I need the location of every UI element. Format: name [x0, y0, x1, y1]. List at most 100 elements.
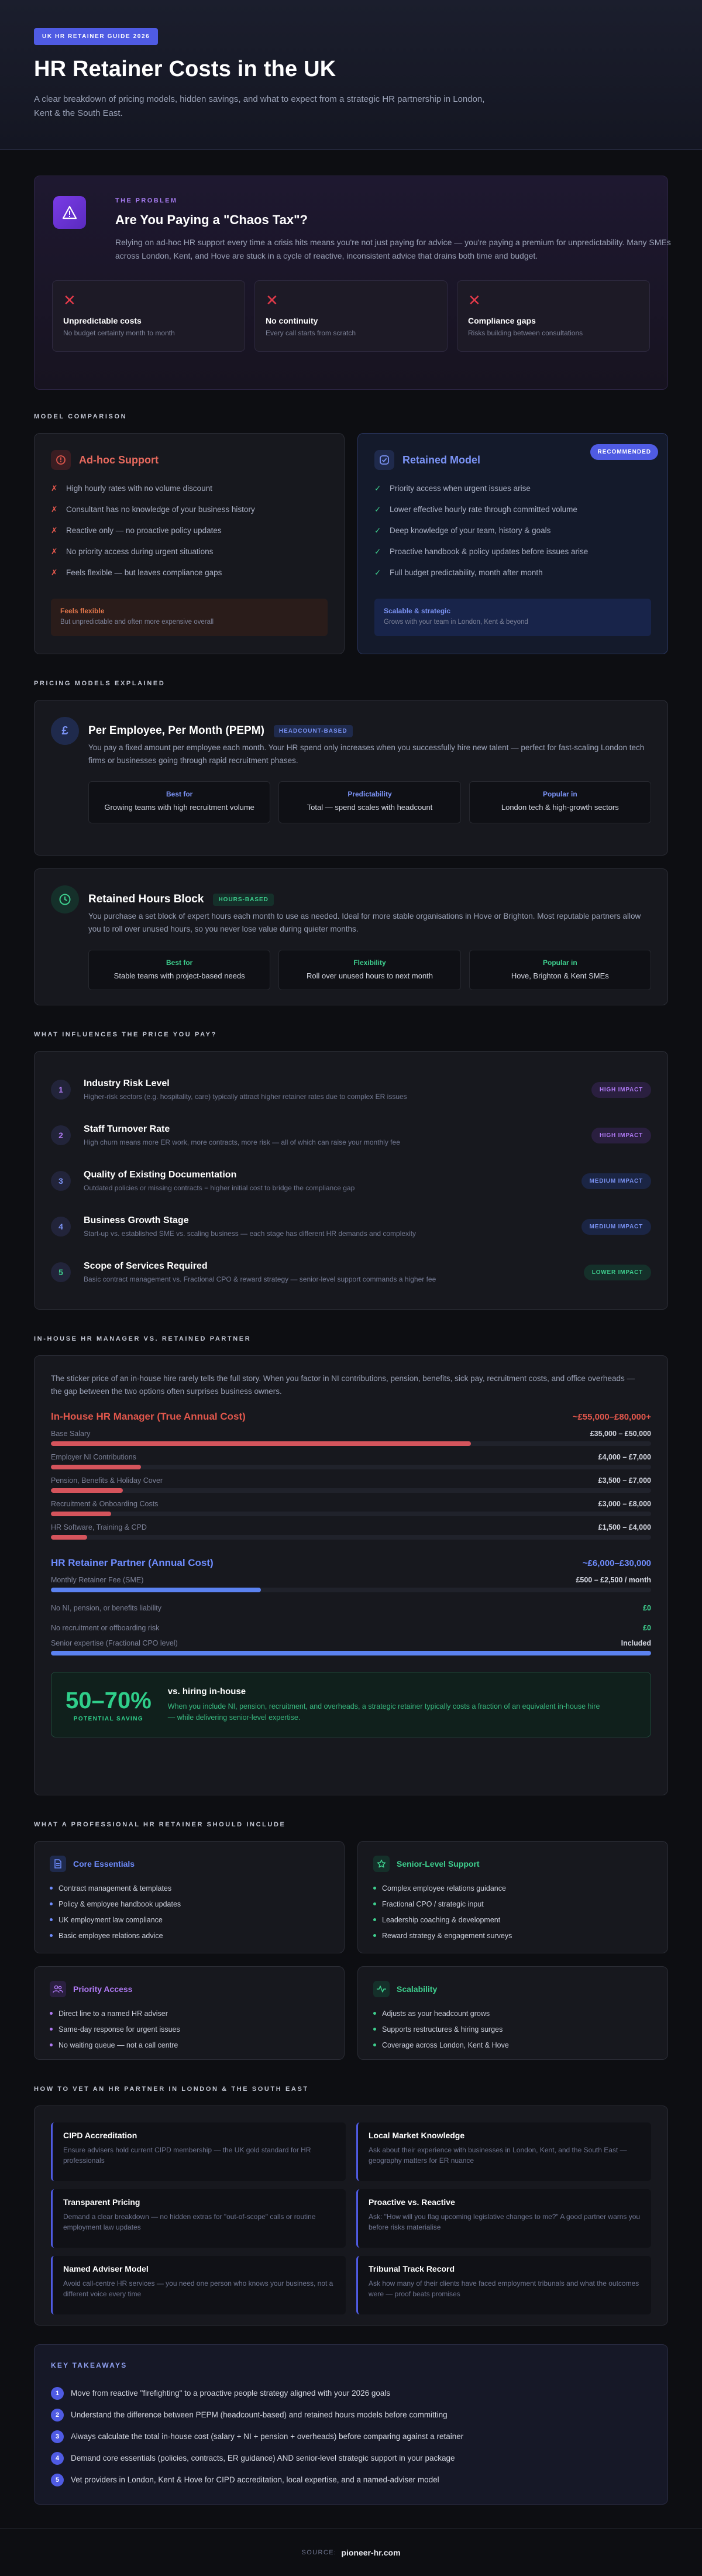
include-item: Leadership coaching & development — [373, 1912, 652, 1928]
cross-icon: ✗ — [51, 547, 58, 556]
cross-icon: ✕ — [63, 291, 76, 309]
cost-line: Employer NI Contributions £4,000 – £7,000 — [51, 1453, 651, 1469]
impact-badge: MEDIUM IMPACT — [581, 1173, 651, 1189]
cost-line: No recruitment or offboarding risk £0 — [51, 1624, 651, 1632]
include-item: Same-day response for urgent issues — [50, 2021, 329, 2037]
cost-line-value: £0 — [643, 1624, 651, 1632]
adhoc-item: ✗ No priority access during urgent situat… — [51, 547, 214, 556]
pepm-cell: Predictability Total — spend scales with … — [278, 781, 461, 823]
takeaway-item: 3 Always calculate the total in-house cos… — [51, 2426, 651, 2447]
source-link[interactable]: pioneer-hr.com — [341, 2547, 401, 2557]
cost-line-label: Monthly Retainer Fee (SME) — [51, 1576, 144, 1584]
takeaways-label: KEY TAKEAWAYS — [51, 2361, 128, 2369]
activity-icon — [373, 1981, 390, 1997]
guide-badge: UK HR RETAINER GUIDE 2026 — [34, 28, 159, 45]
footer: SOURCE: pioneer-hr.com — [0, 2528, 702, 2576]
takeaway-item: 1 Move from reactive "firefighting" to a … — [51, 2382, 651, 2404]
problem-item: ✕ No continuity Every call starts from s… — [254, 280, 448, 352]
factor-row: 5 Scope of Services Required Basic contra… — [51, 1249, 651, 1295]
cost-line-value: £3,500 – £7,000 — [598, 1476, 651, 1485]
cost-bar — [51, 1488, 651, 1493]
saving-sub: When you include NI, pension, recruitmen… — [167, 1702, 600, 1722]
include-item: Direct line to a named HR adviser — [50, 2005, 329, 2021]
saving-title: vs. hiring in-house — [167, 1686, 246, 1696]
adhoc-title: Ad-hoc Support — [79, 454, 159, 466]
cost-bar — [51, 1441, 651, 1446]
inhouse-card: The sticker price of an in-house hire ra… — [34, 1355, 668, 1795]
takeaway-item: 4 Demand core essentials (policies, contr… — [51, 2447, 651, 2469]
include-item: Adjusts as your headcount grows — [373, 2005, 652, 2021]
include-item: Reward strategy & engagement surveys — [373, 1928, 652, 1943]
page-subtitle: A clear breakdown of pricing models, hid… — [34, 94, 485, 118]
inhouse-description: The sticker price of an in-house hire ra… — [51, 1374, 635, 1396]
cost-line-label: Recruitment & Onboarding Costs — [51, 1500, 159, 1508]
pound-icon: £ — [51, 717, 79, 745]
check-icon: ✓ — [374, 484, 381, 493]
cost-bar — [51, 1465, 651, 1469]
cost-line: HR Software, Training & CPD £1,500 – £4,0… — [51, 1523, 651, 1540]
retained-item: ✓ Full budget predictability, month after… — [374, 568, 543, 577]
section-label-include: WHAT A PROFESSIONAL HR RETAINER SHOULD I… — [34, 1821, 286, 1828]
partner-range: ~£6,000–£30,000 — [582, 1558, 651, 1568]
retained-title: Retained Model — [402, 454, 481, 466]
vet-item: Proactive vs. Reactive Ask: "How will you… — [356, 2189, 651, 2248]
cost-line-label: Base Salary — [51, 1430, 91, 1438]
cost-line: Recruitment & Onboarding Costs £3,000 – £… — [51, 1500, 651, 1516]
warning-icon — [53, 196, 86, 229]
page-title: HR Retainer Costs in the UK — [34, 57, 336, 81]
section-label-comparison: MODEL COMPARISON — [34, 413, 128, 420]
vet-item: CIPD Accreditation Ensure advisers hold c… — [51, 2122, 346, 2181]
inhouse-title: In-House HR Manager (True Annual Cost) — [51, 1411, 246, 1422]
recommended-badge: RECOMMENDED — [590, 444, 658, 460]
saving-label: POTENTIAL SAVING — [73, 1715, 144, 1722]
cost-line-value: £500 – £2,500 / month — [576, 1576, 651, 1584]
hours-description: You purchase a set block of expert hours… — [88, 912, 641, 933]
retained-summary: Scalable & strategic Grows with your tea… — [374, 599, 651, 636]
impact-badge: HIGH IMPACT — [591, 1081, 651, 1098]
pepm-title: Per Employee, Per Month (PEPM) — [88, 724, 264, 737]
problem-item-sub: Every call starts from scratch — [266, 329, 356, 337]
problem-title: Are You Paying a "Chaos Tax"? — [115, 212, 308, 227]
cross-icon: ✗ — [51, 505, 58, 514]
check-badge-icon — [374, 450, 394, 470]
cost-bar — [51, 1588, 651, 1592]
vet-item: Transparent Pricing Demand a clear breakd… — [51, 2189, 346, 2248]
cost-line-label: Senior expertise (Fractional CPO level) — [51, 1639, 178, 1647]
factor-row: 4 Business Growth Stage Start-up vs. esta… — [51, 1204, 651, 1249]
impact-badge: LOWER IMPACT — [583, 1264, 651, 1280]
source-label: SOURCE: — [301, 2548, 337, 2556]
hours-title: Retained Hours Block — [88, 893, 204, 905]
retained-item: ✓ Deep knowledge of your team, history & … — [374, 526, 551, 535]
include-card-core: Core Essentials Contract management & te… — [34, 1841, 345, 1953]
section-label-inhouse: IN-HOUSE HR MANAGER VS. RETAINED PARTNER — [34, 1335, 252, 1342]
hours-cell: Popular in Hove, Brighton & Kent SMEs — [469, 950, 651, 990]
cost-line-value: £4,000 – £7,000 — [598, 1453, 651, 1461]
cost-line: Monthly Retainer Fee (SME) £500 – £2,500 … — [51, 1576, 651, 1592]
cost-line-value: £35,000 – £50,000 — [590, 1430, 651, 1438]
cost-line-label: Employer NI Contributions — [51, 1453, 136, 1461]
factor-row: 3 Quality of Existing Documentation Outda… — [51, 1158, 651, 1204]
cost-line-value: Included — [621, 1639, 651, 1647]
problem-card: THE PROBLEM Are You Paying a "Chaos Tax"… — [34, 176, 671, 390]
cross-icon: ✗ — [51, 484, 58, 493]
include-item: Policy & employee handbook updates — [50, 1896, 329, 1912]
section-label-factors: WHAT INFLUENCES THE PRICE YOU PAY? — [34, 1031, 217, 1038]
pepm-tag: HEADCOUNT-BASED — [273, 724, 353, 737]
cost-line-label: No NI, pension, or benefits liability — [51, 1604, 161, 1612]
problem-item-title: Compliance gaps — [468, 316, 536, 325]
include-item: UK employment law compliance — [50, 1912, 329, 1928]
include-item: No waiting queue — not a call centre — [50, 2037, 329, 2053]
cost-line-label: No recruitment or offboarding risk — [51, 1624, 160, 1632]
include-card-senior: Senior-Level Support Complex employee re… — [357, 1841, 668, 1953]
cost-line: Pension, Benefits & Holiday Cover £3,500 … — [51, 1476, 651, 1493]
cost-line-value: £0 — [643, 1604, 651, 1612]
include-item: Coverage across London, Kent & Hove — [373, 2037, 652, 2053]
include-item: Supports restructures & hiring surges — [373, 2021, 652, 2037]
adhoc-item: ✗ Feels flexible — but leaves compliance … — [51, 568, 222, 577]
include-item: Contract management & templates — [50, 1880, 329, 1896]
cost-bar — [51, 1535, 651, 1540]
check-icon: ✓ — [374, 505, 381, 514]
hours-cell: Flexibility Roll over unused hours to nex… — [278, 950, 461, 990]
cost-line-value: £1,500 – £4,000 — [598, 1523, 651, 1531]
takeaway-item: 5 Vet providers in London, Kent & Hove fo… — [51, 2469, 651, 2491]
